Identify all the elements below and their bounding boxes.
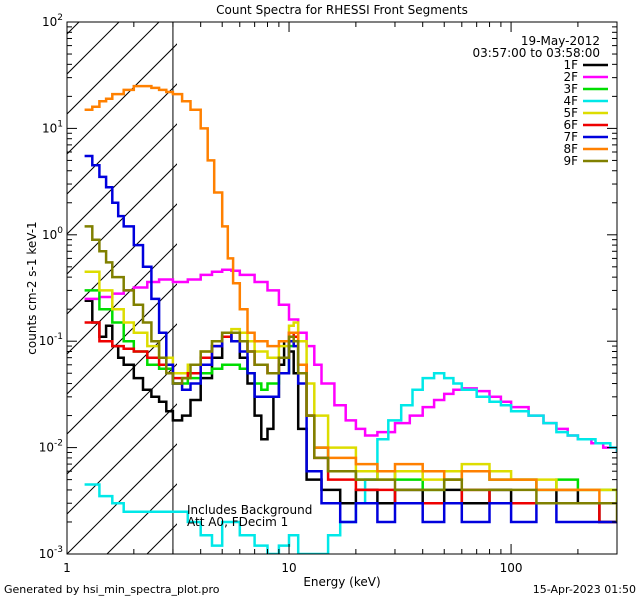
series-line-7F: [84, 154, 617, 524]
chart-title: Count Spectra for RHESSI Front Segments: [216, 3, 468, 17]
series-line-9F: [84, 225, 617, 522]
hatch-line: [67, 243, 177, 355]
legend-label-8F: 8F: [563, 142, 578, 156]
date-label: 19-May-2012: [521, 34, 600, 48]
hatch-line: [67, 403, 177, 515]
series-line-2F: [84, 268, 617, 453]
y-tick-label: 10-2: [39, 439, 63, 455]
hatch-line: [0, 0, 27, 554]
x-axis-label: Energy (keV): [303, 575, 380, 589]
series-line-4F: [84, 371, 617, 554]
legend-label-3F: 3F: [563, 82, 578, 96]
x-tick-label-1: 1: [63, 561, 71, 575]
hatch-line: [67, 22, 160, 115]
legend-label-2F: 2F: [563, 70, 578, 84]
plot-frame: [66, 21, 618, 555]
hatch-line: [67, 203, 177, 315]
y-tick-labels: 10-3 10-2 10-1 100 101 102: [39, 13, 64, 561]
series-line-8F: [84, 84, 617, 505]
hatch-line: [67, 123, 177, 235]
time-range-label: 03:57:00 to 03:58:00: [473, 46, 600, 60]
hatch-line: [67, 443, 177, 554]
footer-timestamp: 15-Apr-2023 01:50: [532, 583, 636, 596]
legend-label-9F: 9F: [563, 154, 578, 168]
x-tick-label-10: 10: [281, 561, 296, 575]
y-tick-label: 102: [42, 13, 63, 29]
series-line-5F: [84, 270, 617, 504]
y-tick-label: 10-3: [39, 545, 63, 561]
legend-label-4F: 4F: [563, 94, 578, 108]
hatch-line: [67, 363, 177, 475]
legend-label-6F: 6F: [563, 118, 578, 132]
axis-ticks: [66, 21, 618, 555]
hatch-line: [67, 22, 80, 35]
series-line-1F: [84, 299, 617, 524]
y-tick-label: 10-1: [39, 332, 63, 348]
y-axis-label: counts cm-2 s-1 keV-1: [25, 221, 39, 354]
legend-label-5F: 5F: [563, 106, 578, 120]
x-tick-labels: 1 10 100: [63, 561, 522, 575]
y-tick-label: 101: [42, 119, 63, 135]
footer-generated-by: Generated by hsi_min_spectra_plot.pro: [4, 583, 220, 596]
hatch-line: [67, 163, 177, 275]
series-layer: [84, 84, 617, 554]
x-tick-label-100: 100: [500, 561, 523, 575]
legend-label-7F: 7F: [563, 130, 578, 144]
annotation-attenuator: Att A0, FDecim 1: [187, 515, 288, 529]
legend-label-1F: 1F: [563, 58, 578, 72]
y-tick-label: 100: [42, 226, 63, 242]
hatch-line: [67, 83, 177, 195]
annotation-background: Includes Background: [187, 503, 312, 517]
